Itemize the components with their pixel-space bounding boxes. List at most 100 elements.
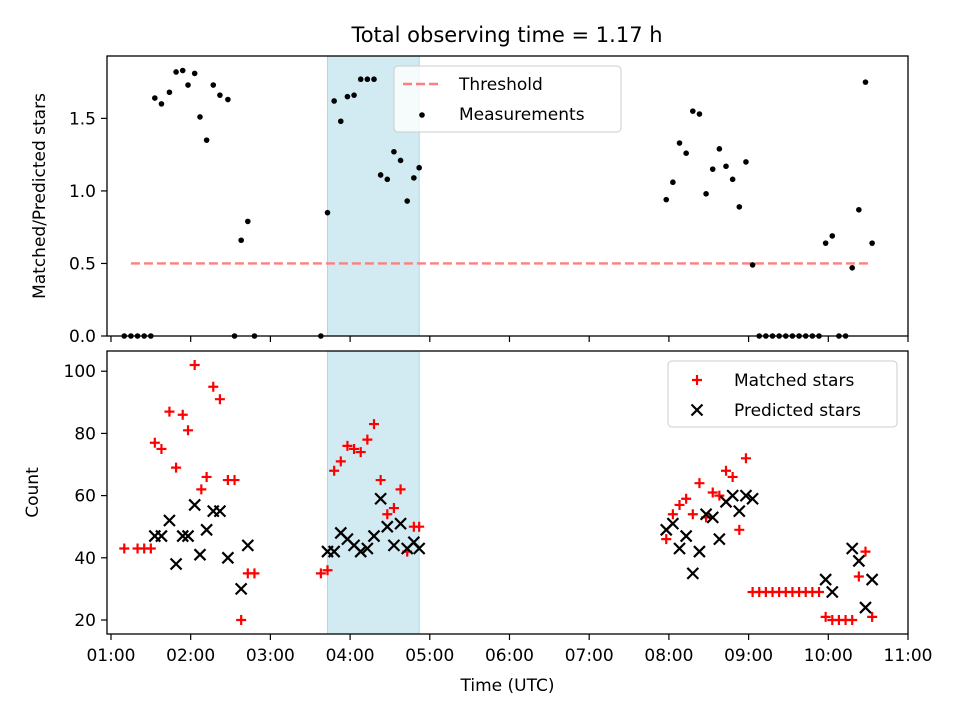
measurement-point: [238, 237, 244, 244]
measurement-point: [371, 76, 377, 83]
x-tick-label: 10:00: [804, 646, 853, 666]
matched-star-point: [667, 509, 678, 520]
y-tick-label: 40: [74, 549, 96, 569]
series-predicted-stars: [148, 489, 879, 614]
measurement-point: [856, 206, 862, 213]
predicted-star-point: [169, 557, 183, 571]
x-tick-label: 07:00: [565, 646, 614, 666]
measurement-point: [324, 209, 331, 216]
measurement-point: [357, 76, 364, 83]
predicted-star-point: [679, 529, 693, 543]
matched-star-point: [229, 475, 240, 486]
bottom-panel: 20 40 60 80 100 01:00 02:00 03:00 04:00 05:00 06:0…: [23, 350, 933, 696]
predicted-star-point: [354, 545, 367, 558]
matched-star-point: [734, 524, 745, 535]
predicted-star-point: [686, 567, 700, 580]
predicted-star-point: [412, 542, 426, 555]
matched-star-point: [342, 440, 353, 451]
matched-star-point: [189, 359, 200, 370]
predicted-star-point: [852, 554, 866, 568]
legend: Matched stars Predicted stars: [667, 360, 898, 428]
predicted-star-point: [188, 498, 201, 512]
predicted-star-point: [193, 548, 207, 561]
measurement-point: [822, 240, 829, 246]
measurement-point: [384, 176, 391, 183]
measurement-point: [404, 198, 411, 204]
y-axis-label: Count: [23, 467, 43, 518]
matched-star-point: [661, 534, 672, 545]
measurement-point: [158, 101, 165, 107]
legend-predicted-swatch: [690, 403, 704, 417]
matched-star-point: [315, 568, 326, 579]
predicted-star-point: [666, 517, 680, 530]
measurement-point: [197, 114, 203, 120]
x-tick-label: 04:00: [326, 646, 375, 666]
predicted-star-point: [673, 542, 686, 555]
x-tick-label: 11:00: [884, 646, 933, 666]
predicted-star-point: [733, 504, 746, 518]
measurement-point: [696, 111, 703, 117]
predicted-star-point: [699, 507, 713, 521]
matched-star-point: [369, 419, 379, 430]
series-measurements: [121, 67, 875, 339]
x-tick-label: 08:00: [644, 646, 693, 666]
measurement-point: [743, 159, 749, 165]
measurement-point: [683, 150, 689, 157]
measurement-point: [185, 82, 191, 88]
matched-star-point: [183, 425, 194, 436]
y-tick-label: 0.0: [69, 327, 96, 347]
measurement-point: [663, 196, 670, 203]
axes-frame: [106, 350, 909, 635]
measurement-point: [670, 179, 676, 186]
measurement-point: [849, 265, 856, 271]
measurement-point: [690, 108, 696, 114]
matched-star-point: [214, 394, 225, 405]
predicted-star-point: [739, 489, 753, 502]
legend-measurement-label: Measurements: [459, 105, 585, 125]
matched-star-point: [329, 465, 340, 476]
measurement-point: [166, 89, 173, 96]
matched-star-point: [375, 475, 386, 486]
measurement-point: [210, 82, 217, 88]
matched-star-point: [119, 543, 130, 554]
matched-star-point: [867, 611, 878, 622]
legend-predicted-label: Predicted stars: [734, 401, 861, 421]
y-tick-label: 1.5: [69, 109, 96, 129]
measurement-point: [245, 218, 251, 225]
matched-star-point: [196, 484, 207, 495]
matched-star-point: [707, 487, 718, 498]
measurement-point: [191, 70, 198, 77]
predicted-star-point: [693, 545, 706, 558]
measurement-point: [179, 67, 186, 74]
measurement-point: [709, 166, 716, 172]
predicted-star-point: [200, 523, 213, 537]
measurement-point: [364, 76, 371, 83]
matched-star-point: [177, 409, 188, 420]
matched-star-point: [208, 381, 219, 392]
measurement-point: [723, 163, 729, 170]
measurement-point: [829, 233, 836, 239]
x-axis-label: Time (UTC): [460, 676, 555, 696]
predicted-star-point: [865, 573, 879, 586]
predicted-star-point: [155, 529, 168, 543]
matched-star-point: [847, 615, 858, 626]
matched-star-point: [382, 509, 393, 520]
x-tick-label: 01:00: [86, 646, 135, 666]
measurement-point: [337, 118, 344, 125]
predicted-star-point: [394, 517, 407, 530]
matched-star-point: [687, 509, 698, 520]
predicted-star-point: [706, 511, 720, 524]
matched-star-point: [674, 499, 685, 510]
measurement-point: [749, 262, 756, 268]
matched-star-point: [721, 465, 732, 476]
predicted-star-point: [726, 489, 739, 502]
measurement-point: [411, 175, 417, 181]
predicted-star-point: [746, 492, 759, 505]
x-tick-label: 09:00: [724, 646, 773, 666]
matched-star-point: [201, 471, 212, 482]
matched-star-point: [355, 447, 366, 458]
predicted-star-point: [859, 601, 872, 614]
predicted-star-point: [819, 573, 832, 586]
predicted-star-point: [327, 545, 341, 558]
top-panel: 0.0 0.5 1.0 1.5 Matched/Predicted stars Thres…: [30, 55, 909, 347]
